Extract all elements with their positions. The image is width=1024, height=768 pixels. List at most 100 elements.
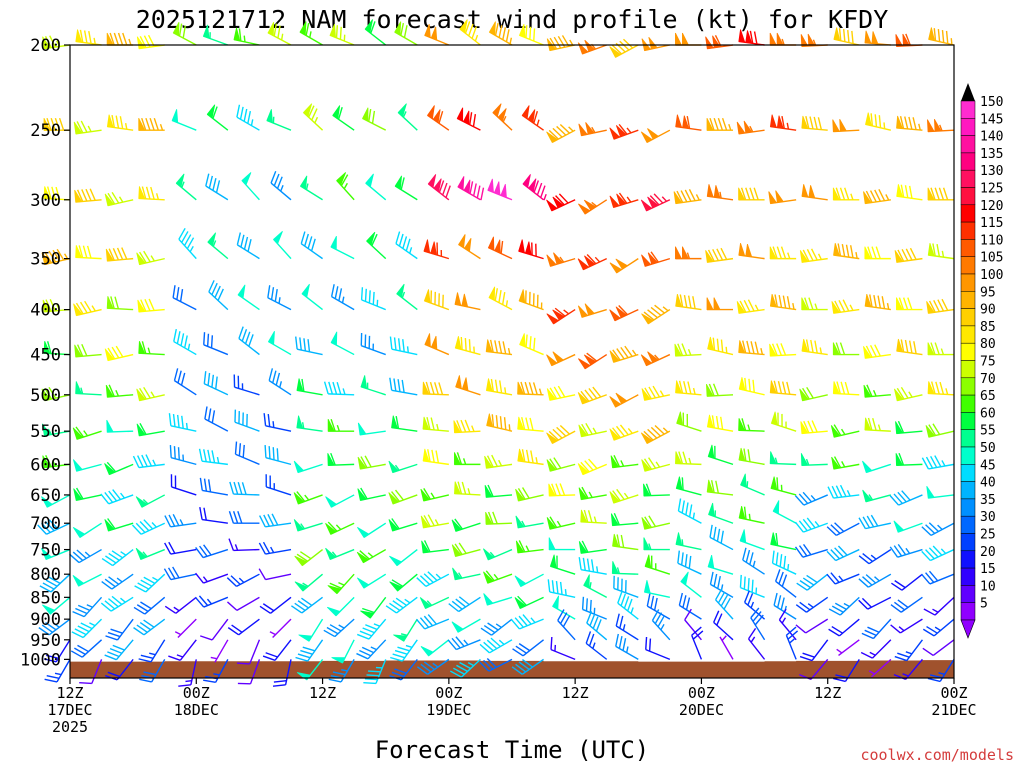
wind-barb (101, 573, 134, 590)
wind-barb (396, 283, 418, 311)
colorbar-swatch (960, 412, 976, 430)
wind-barb (207, 232, 229, 260)
wind-barb (454, 292, 481, 311)
colorbar-label: 110 (980, 233, 1003, 248)
wind-barb (293, 460, 323, 474)
wind-barb (578, 557, 607, 575)
wind-barb (105, 618, 134, 641)
wind-barb (799, 248, 828, 263)
wind-barb (927, 342, 954, 356)
wind-barb (422, 381, 449, 396)
wind-barb (363, 659, 387, 685)
wind-barb (299, 21, 323, 46)
wind-barb (675, 114, 702, 131)
wind-barb (42, 35, 71, 50)
wind-barb (707, 444, 734, 466)
wind-barb (134, 573, 166, 593)
wind-barb (416, 614, 450, 630)
wind-barb (794, 543, 828, 558)
wind-barb (356, 548, 387, 564)
colorbar-label: 125 (980, 182, 1003, 197)
wind-barb (864, 246, 891, 260)
wind-barb (675, 476, 702, 496)
wind-barb (485, 339, 513, 356)
wind-barb (738, 377, 765, 396)
wind-barb (738, 242, 765, 260)
wind-barb (610, 512, 639, 527)
wind-barb (863, 384, 891, 398)
wind-barb (330, 331, 355, 356)
wind-barb (178, 659, 197, 687)
wind-barb (175, 173, 197, 201)
wind-barb (643, 537, 670, 551)
wind-barb (202, 24, 229, 46)
wind-barb (705, 247, 734, 263)
wind-barb (828, 618, 860, 637)
wind-barb (170, 474, 197, 496)
wind-barb (457, 176, 485, 201)
x-tick-label: 20DEC (679, 701, 724, 719)
colorbar-label: 140 (980, 130, 1003, 145)
wind-barb (72, 596, 103, 618)
wind-barb (828, 596, 860, 616)
wind-barb (768, 190, 797, 205)
wind-barb (195, 572, 229, 584)
wind-barb (643, 483, 670, 497)
wind-barb (389, 377, 418, 396)
wind-barb (769, 380, 797, 396)
wind-barb (769, 246, 797, 260)
wind-barb (713, 610, 734, 641)
wind-barb (769, 114, 797, 131)
y-tick-label: 400 (30, 301, 61, 321)
wind-barb (773, 592, 797, 620)
wind-barb (326, 596, 355, 617)
colorbar-label: 15 (980, 562, 996, 577)
wind-barb (420, 639, 450, 657)
x-tick-label: 00Z (435, 684, 462, 702)
wind-barb (172, 22, 197, 46)
wind-barb (136, 423, 165, 437)
wind-barb (325, 547, 355, 560)
wind-barb (927, 242, 955, 260)
colorbar-label: 115 (980, 216, 1003, 231)
wind-barb (738, 340, 765, 356)
wind-barb (234, 409, 260, 432)
wind-barb (296, 378, 323, 396)
wind-barb (518, 239, 544, 260)
wind-barb (41, 386, 71, 402)
wind-barb (391, 415, 418, 432)
wind-barb (206, 104, 229, 131)
wind-barb (583, 574, 608, 598)
wind-barb (199, 618, 229, 641)
colorbar-label: 25 (980, 528, 996, 543)
wind-barb (738, 505, 765, 524)
x-axis-label: Forecast Time (UTC) (375, 736, 650, 764)
wind-barb (258, 568, 292, 581)
wind-barb (643, 580, 671, 599)
wind-barb (268, 368, 292, 396)
wind-barb (521, 105, 544, 131)
wind-barb (447, 636, 481, 651)
colorbar-swatch (960, 550, 976, 569)
wind-barb (456, 107, 481, 131)
wind-barb (546, 516, 576, 530)
wind-barb (357, 422, 386, 436)
wind-barb (680, 571, 702, 598)
wind-barb (388, 489, 418, 505)
wind-barb (617, 590, 639, 620)
wind-barb (389, 573, 418, 592)
wind-barb (485, 511, 513, 525)
wind-barb (706, 117, 733, 131)
wind-barb (484, 484, 513, 498)
colorbar-swatch (960, 135, 976, 154)
wind-barb (578, 486, 607, 501)
wind-barb (736, 120, 765, 135)
colorbar-swatch (960, 360, 976, 379)
wind-barb (483, 570, 513, 584)
colorbar-swatch (960, 273, 976, 292)
wind-barb (833, 242, 860, 260)
colorbar-label: 50 (980, 441, 996, 456)
wind-barb (706, 414, 734, 432)
wind-barb (420, 488, 450, 502)
wind-barb (585, 631, 608, 660)
